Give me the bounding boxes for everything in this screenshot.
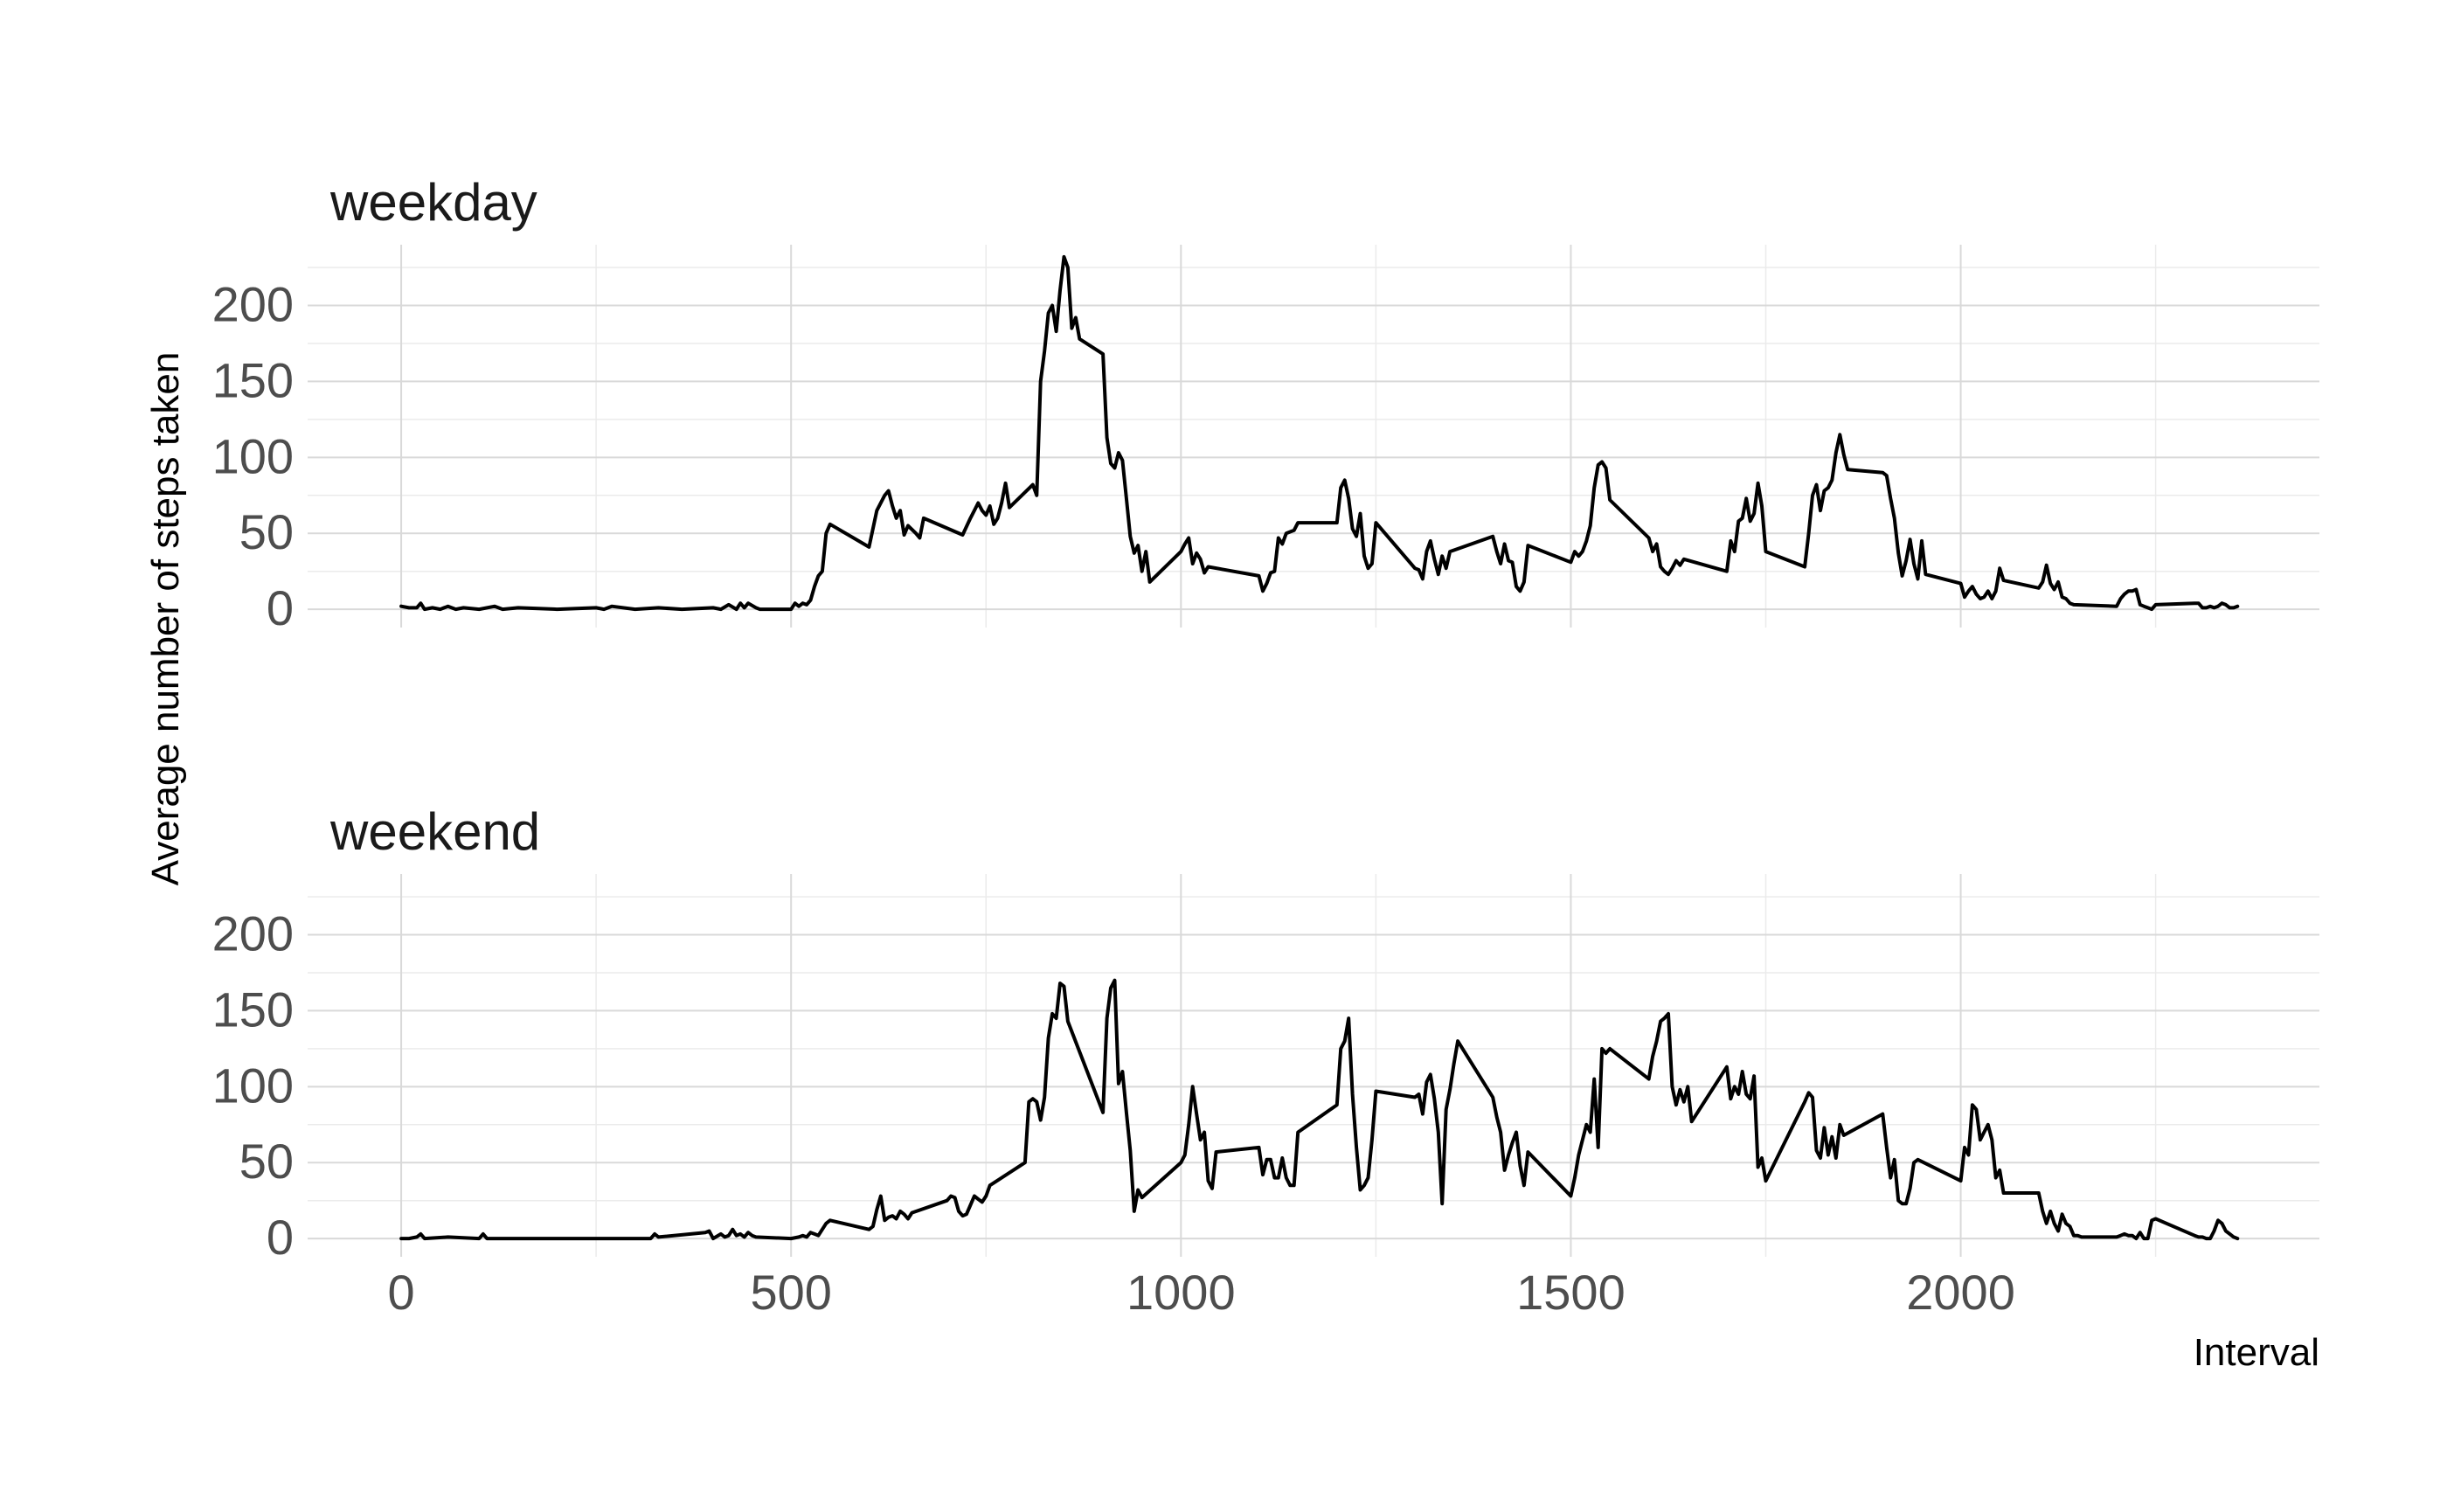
panel-weekday: 0 50 100 150 200 weekday [212,173,2319,635]
x-tick-label: 1500 [1516,1265,1626,1320]
y-tick-label: 150 [212,981,294,1037]
series-line-weekday [399,254,2240,612]
y-axis-label: Average number of steps taken [144,352,187,886]
panel-title: weekday [329,173,537,232]
y-tick-label: 200 [212,277,294,332]
series-line-weekend [399,978,2240,1241]
x-axis-label: Interval [2194,1331,2319,1374]
y-tick-label: 0 [267,1210,294,1265]
x-tick-label: 2000 [1906,1265,2015,1320]
x-tick-label: 0 [387,1265,414,1320]
y-tick-label: 200 [212,906,294,961]
panel-title: weekend [329,802,540,861]
y-tick-label: 50 [239,504,294,559]
panel-weekend: 0 50 100 150 200 weekend [212,802,2319,1265]
x-axis: 0 500 1000 1500 2000 [387,1265,2014,1320]
y-tick-label: 100 [212,428,294,483]
panels-layer: 0 50 100 150 200 weekday 0 50 100 150 200 weekend [212,173,2319,1265]
x-tick-label: 1000 [1126,1265,1236,1320]
y-tick-label: 100 [212,1058,294,1113]
x-tick-label: 500 [750,1265,831,1320]
y-tick-label: 0 [267,580,294,635]
y-tick-label: 50 [239,1134,294,1189]
y-tick-label: 150 [212,352,294,407]
